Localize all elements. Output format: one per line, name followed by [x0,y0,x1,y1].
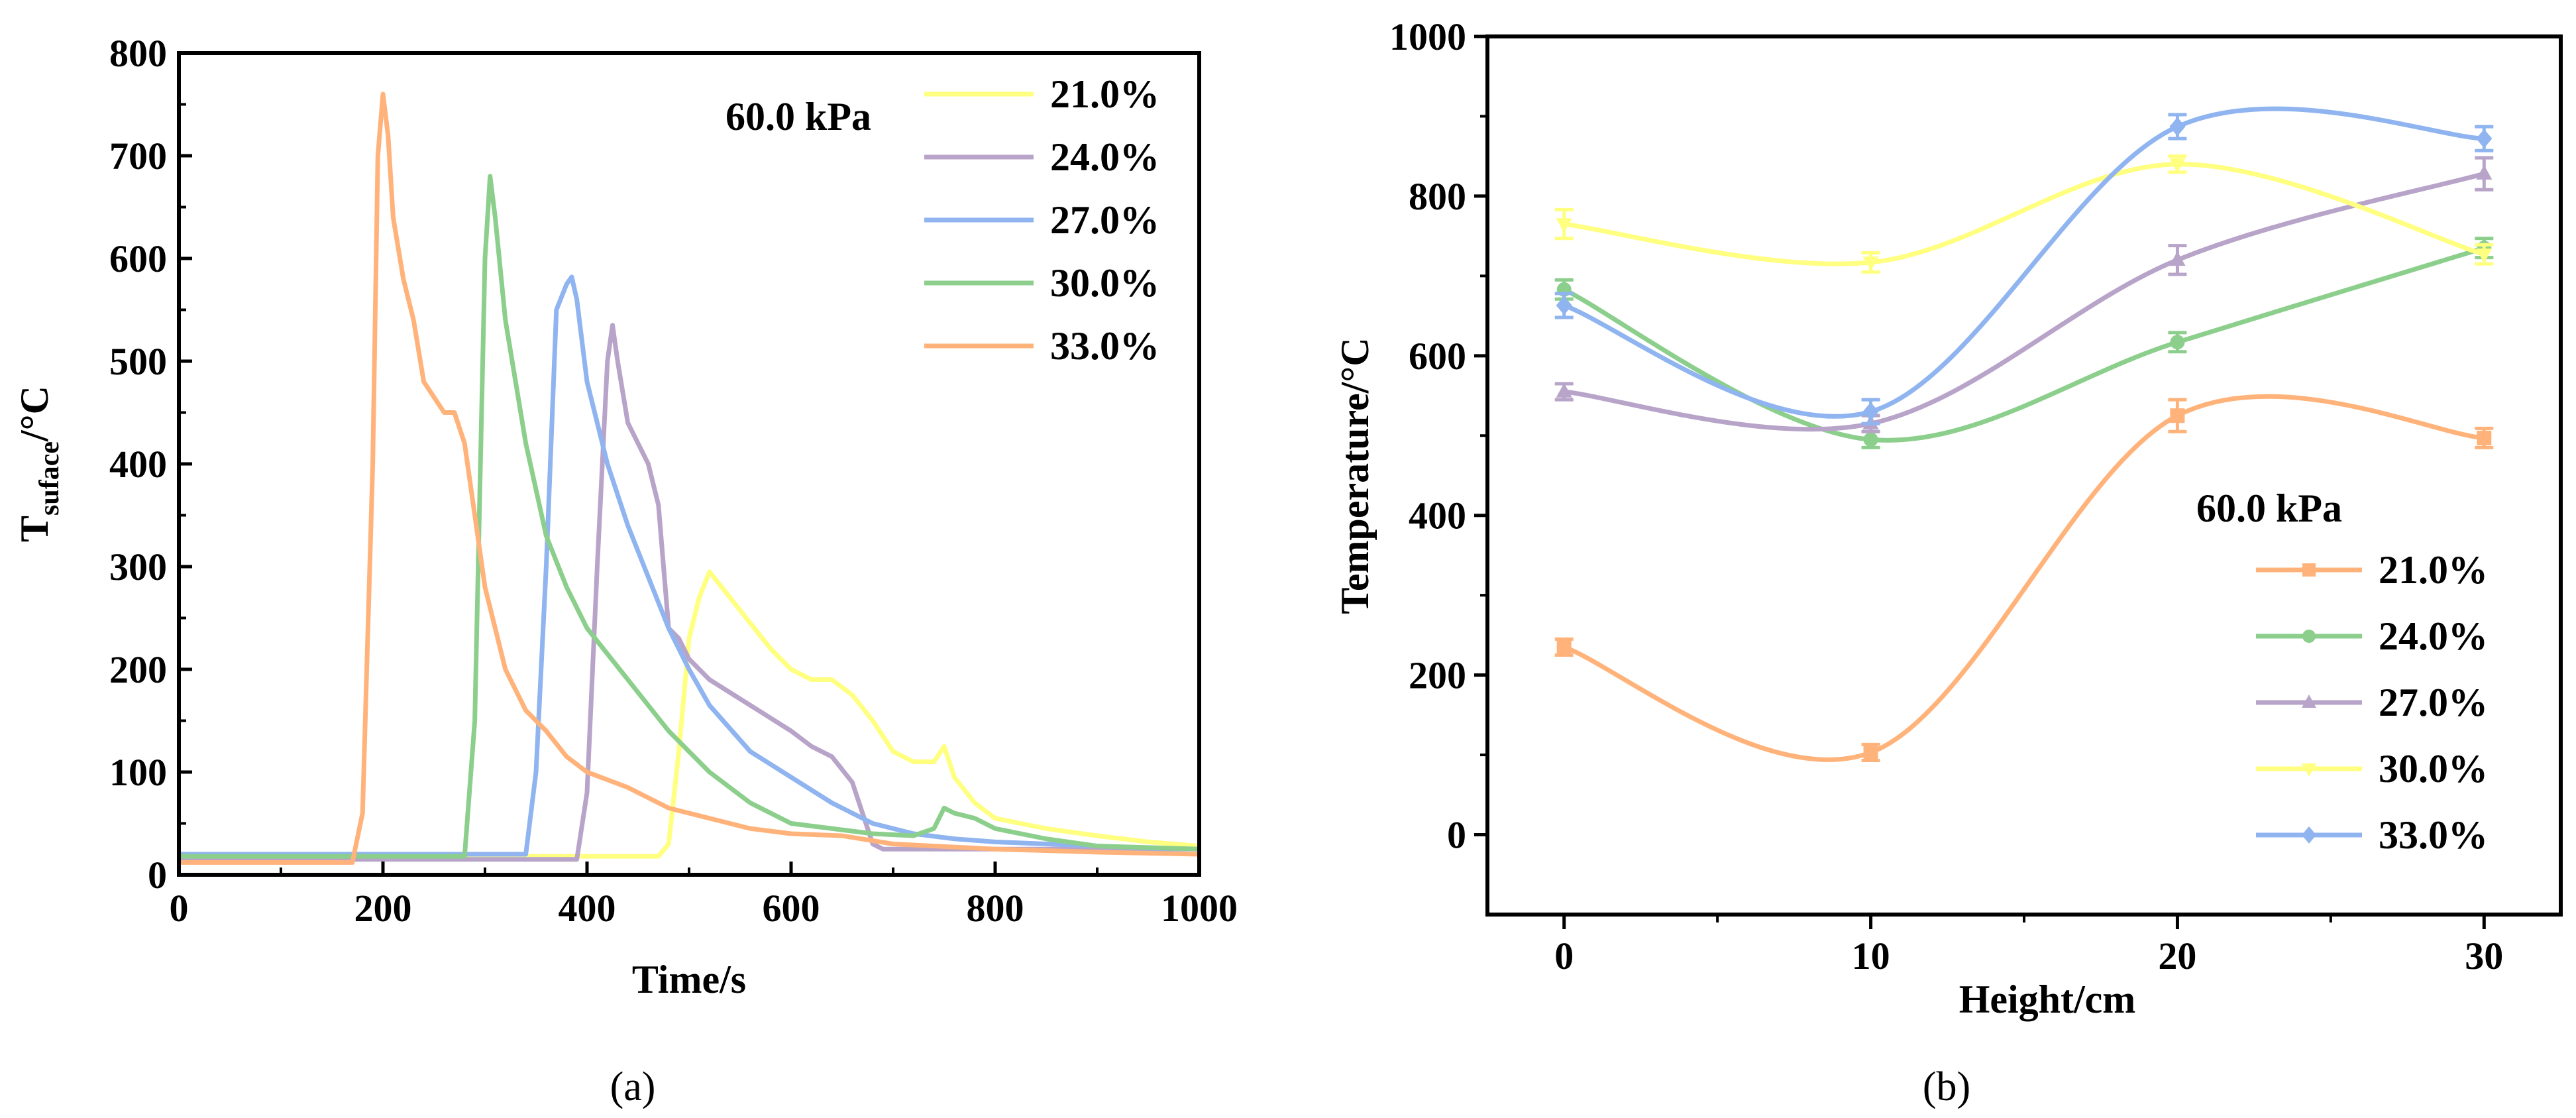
panel-b-data-point [2169,158,2186,173]
panel-a-x-ticks: 0 200 400 600 800 1000 [170,862,1238,930]
panel-b-data-point [1556,296,1572,315]
panel-a-series-line-24-0pct [179,323,1199,862]
panel-b-data-point [2476,129,2493,148]
panel-a-series-line-21-0pct [179,569,1200,859]
panel-a-legend-title: 60.0 kPa [725,95,871,139]
panel-b-data-point [2169,117,2186,137]
panel-a-y-tick-label: 800 [109,32,167,75]
panel-b-y-tick-label: 0 [1447,814,1466,857]
panel-b-legend-marker [2302,695,2316,708]
panel-b-y-tick-label: 800 [1409,175,1466,218]
panel-a-x-tick-label: 0 [170,887,189,930]
panel-a-x-tick-label: 400 [559,887,616,930]
panel-a-x-tick-label: 1000 [1161,887,1238,930]
panel-b-y-axis-title: Temperature/°C [1333,337,1377,614]
panel-a-y-axis-title: Tsuface/°C [13,386,65,542]
panel-b-x-axis-title: Height/cm [1959,978,2136,1021]
panel-a-legend: 21.0% 24.0% 27.0% 30.0% 33.0% [924,72,1159,368]
panel-b-x-tick-label: 30 [2465,934,2503,978]
panel-a-x-tick-label: 600 [763,887,820,930]
panel-b-legend: 21.0% 24.0% 27.0% 30.0% 33.0% [2256,548,2488,857]
panel-a-legend-label: 33.0% [1050,324,1159,368]
panel-b-y-tick-label: 400 [1409,494,1466,537]
panel-b-series-curve-27-0pct [1564,171,2485,432]
panel-b-legend-marker [2302,563,2316,577]
panel-b-data-point [2170,408,2185,423]
panel-b-data-point [2476,164,2493,180]
panel-a-y-axis-title-unit: /°C [13,386,56,442]
panel-a-plot [179,91,1200,865]
panel-b: 0 10 20 30 0 200 400 600 800 1000 Height/cm Temp… [1333,15,2563,1109]
panel-b-data-point [1556,382,1572,398]
panel-a-label: (a) [610,1064,656,1109]
panel-b-plot [1554,106,2494,763]
panel-b-data-point [1862,402,1879,421]
panel-b-y-tick-label: 200 [1409,654,1466,697]
panel-b-label: (b) [1923,1064,1970,1109]
panel-b-series-curve-24-0pct [1563,245,2485,443]
panel-a-y-tick-label: 400 [109,443,167,486]
panel-b-data-point [1556,218,1572,233]
panel-b-y-tick-label: 1000 [1389,15,1466,58]
panel-b-legend-label: 24.0% [2379,614,2488,658]
panel-b-data-point [1863,745,1878,760]
panel-b-legend-label: 27.0% [2379,681,2488,724]
panel-a-y-tick-label: 600 [109,237,167,280]
panel-a-x-tick-label: 200 [354,887,412,930]
panel-b-legend-label: 30.0% [2379,747,2488,791]
panel-b-series-curve-33-0pct [1563,106,2485,419]
panel-a-series-line-27-0pct [179,274,1200,857]
panel-b-data-point [2169,251,2186,266]
panel-a-x-tick-label: 800 [967,887,1024,930]
panel-a-y-ticks: 0 100 200 300 400 500 600 700 800 [109,32,192,897]
panel-b-legend-marker [2302,826,2316,844]
panel-b-data-point [2476,249,2493,264]
panel-b-data-point [2477,430,2492,445]
panel-a-y-axis-title-sub: suface [34,441,65,516]
panel-b-legend-marker [2302,630,2316,643]
panel-a-y-tick-label: 100 [109,751,167,794]
panel-a-x-axis-title: Time/s [632,958,746,1001]
panel-b-data-point [1862,256,1879,272]
panel-b-y-tick-label: 600 [1409,335,1466,378]
panel-a-legend-label: 27.0% [1050,198,1159,242]
panel-b-x-ticks: 0 10 20 30 [1554,915,2503,978]
panel-a-y-tick-label: 700 [109,135,167,178]
panel-a-legend-label: 30.0% [1050,261,1159,305]
panel-a-legend-label: 21.0% [1050,72,1159,116]
panel-a-series-line-33-0pct [179,91,1200,865]
panel-b-x-tick-label: 10 [1852,934,1890,978]
panel-b-data-point [1556,640,1572,655]
panel-a-y-tick-label: 200 [109,648,167,691]
panel-b-legend-marker [2302,763,2316,777]
panel-a-series-line-30-0pct [179,174,1200,859]
panel-a-y-axis-title-main: T [13,516,56,542]
panel-a-legend-label: 24.0% [1050,135,1159,179]
panel-b-series-curve-30-0pct [1564,162,2485,266]
panel-b-legend-label: 33.0% [2379,813,2488,857]
panel-b-y-ticks: 0 200 400 600 800 1000 [1389,15,1487,857]
panel-b-x-tick-label: 20 [2158,934,2196,978]
panel-a-y-tick-label: 0 [148,854,167,897]
panel-a-y-tick-label: 500 [109,340,167,383]
panel-a-y-tick-label: 300 [109,545,167,588]
panel-a: 0 200 400 600 800 1000 0 100 200 300 400 500 600 700… [13,32,1238,1109]
panel-b-legend-label: 21.0% [2379,548,2488,592]
panel-b-x-tick-label: 0 [1554,934,1574,978]
panel-b-legend-title: 60.0 kPa [2196,486,2342,530]
panel-b-series-curve-21-0pct [1563,394,2485,762]
panel-b-data-point [1863,432,1878,447]
panel-b-data-point [2170,335,2185,350]
